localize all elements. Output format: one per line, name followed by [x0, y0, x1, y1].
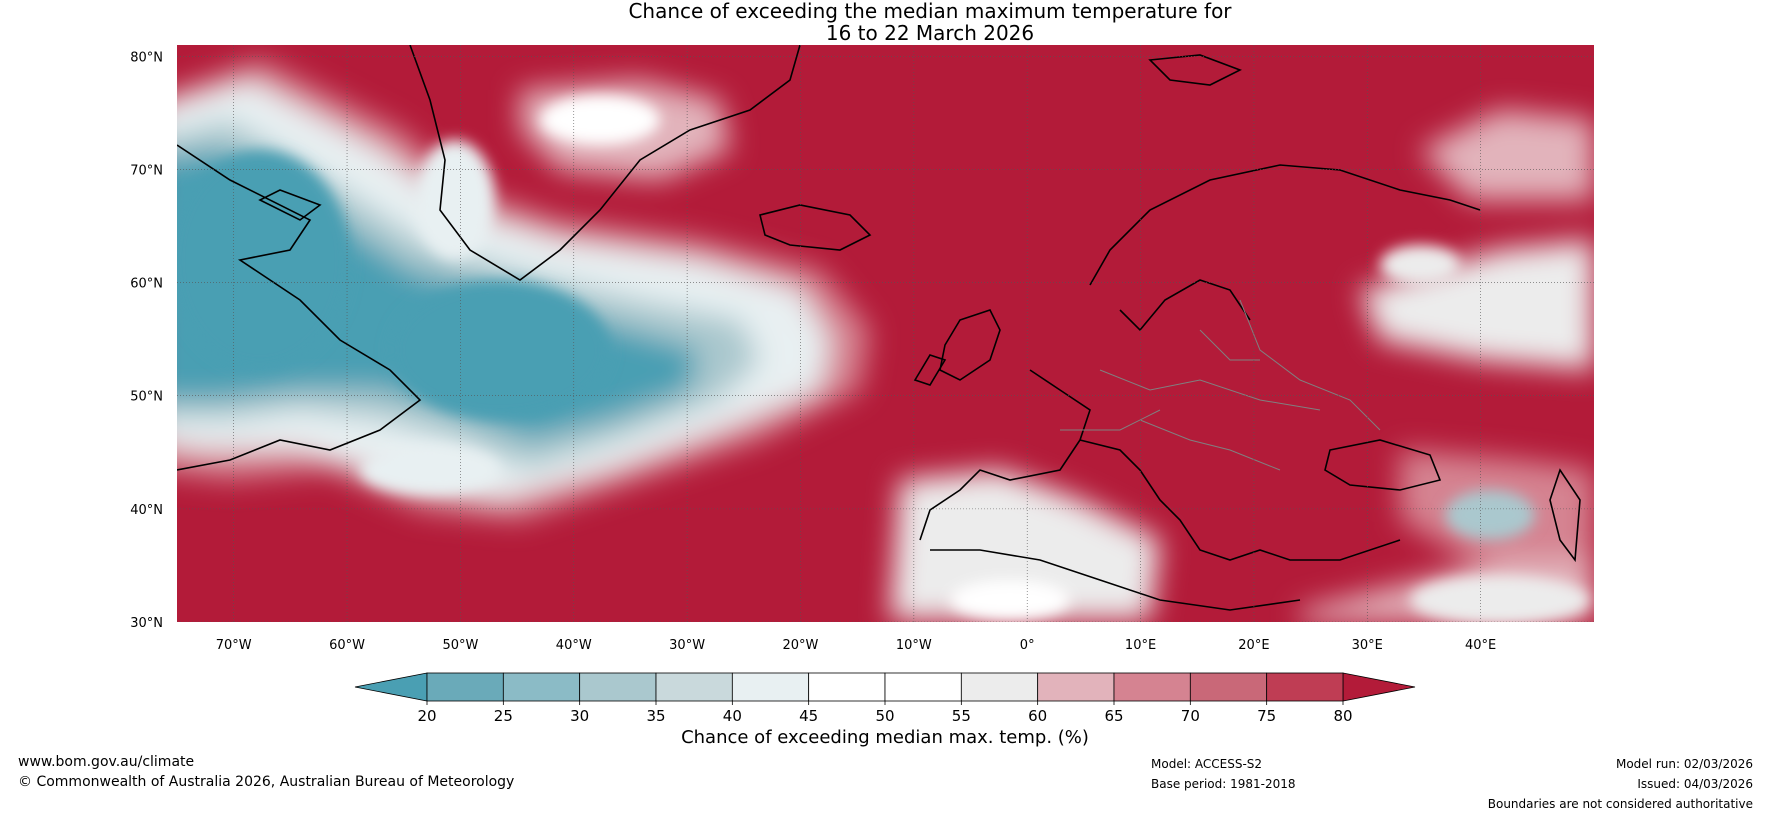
- lon-label: 50°W: [442, 638, 478, 653]
- base-period-text: Base period: 1981-2018: [1151, 777, 1296, 791]
- colorbar-segment: [1189, 672, 1268, 702]
- colorbar-high-arrow: [1342, 672, 1416, 702]
- colorbar-segment: [579, 672, 657, 702]
- colorbar-tick-label: 45: [799, 707, 818, 725]
- colorbar-title: Chance of exceeding median max. temp. (%…: [681, 727, 1089, 748]
- colorbar-tick-label: 65: [1104, 707, 1123, 725]
- lon-label: 10°E: [1125, 638, 1156, 653]
- lon-label: 30°W: [669, 638, 705, 653]
- lon-label: 10°W: [896, 638, 932, 653]
- lon-label: 70°W: [216, 638, 252, 653]
- disclaimer-text: Boundaries are not considered authoritat…: [1487, 797, 1753, 811]
- colorbar-tick-label: 60: [1028, 707, 1047, 725]
- colorbar-tick-label: 50: [875, 707, 894, 725]
- longitude-labels: 70°W 60°W 50°W 40°W 30°W 20°W 10°W 0° 10°E 20°E 30…: [216, 638, 1497, 653]
- colorbar-tick-label: 25: [494, 707, 513, 725]
- coastlines: [177, 45, 1581, 611]
- colorbar-segment: [884, 672, 962, 702]
- colorbar-tick-label: 55: [952, 707, 971, 725]
- issued-text: Issued: 04/03/2026: [1637, 777, 1753, 791]
- colorbar-segment: [1037, 672, 1115, 702]
- colorbar-tick-label: 75: [1257, 707, 1276, 725]
- gridlines: [177, 45, 1594, 622]
- colorbar-tick-label: 35: [646, 707, 665, 725]
- colorbar: [354, 672, 1416, 702]
- colorbar-tick-label: 70: [1181, 707, 1200, 725]
- lon-label: 60°W: [329, 638, 365, 653]
- lat-label: 60°N: [130, 277, 163, 292]
- map-title: Chance of exceeding the median maximum t…: [0, 0, 1770, 44]
- lon-label: 40°W: [556, 638, 592, 653]
- lon-label: 40°E: [1465, 638, 1496, 653]
- lon-label: 0°: [1020, 638, 1035, 653]
- colorbar-tick-label: 40: [723, 707, 742, 725]
- colorbar-segment: [1266, 672, 1344, 702]
- colorbar-segment: [960, 672, 1039, 702]
- lat-label: 30°N: [130, 616, 163, 631]
- lon-label: 30°E: [1352, 638, 1383, 653]
- colorbar-segment: [1113, 672, 1191, 702]
- colorbar-segment: [502, 672, 581, 702]
- colorbar-tick-label: 80: [1333, 707, 1352, 725]
- website-text: www.bom.gov.au/climate: [18, 754, 195, 770]
- latitude-labels: 80°N 70°N 60°N 50°N 40°N 30°N: [130, 50, 163, 631]
- colorbar-segment: [808, 672, 886, 702]
- colorbar-tick-label: 20: [417, 707, 436, 725]
- title-line-1: Chance of exceeding the median maximum t…: [628, 0, 1232, 23]
- lat-label: 50°N: [130, 390, 163, 405]
- lon-label: 20°E: [1238, 638, 1269, 653]
- lat-label: 40°N: [130, 503, 163, 518]
- colorbar-segment: [655, 672, 733, 702]
- colorbar-segment: [731, 672, 810, 702]
- lat-label: 70°N: [130, 163, 163, 178]
- colorbar-low-arrow: [354, 672, 428, 702]
- colorbar-segment: [426, 672, 504, 702]
- lon-label: 20°W: [783, 638, 819, 653]
- model-text: Model: ACCESS-S2: [1151, 757, 1263, 771]
- title-line-2: 16 to 22 March 2026: [825, 21, 1035, 45]
- colorbar-tick-label: 30: [570, 707, 589, 725]
- colorbar-ticks: 20 25 30 35 40 45 50 55 60 65 70 75 80: [417, 701, 1353, 725]
- country-borders: [1060, 299, 1381, 471]
- lat-label: 80°N: [130, 50, 163, 65]
- model-run-text: Model run: 02/03/2026: [1615, 757, 1753, 771]
- copyright-text: © Commonwealth of Australia 2026, Austra…: [18, 774, 515, 790]
- probability-field: [177, 45, 1594, 622]
